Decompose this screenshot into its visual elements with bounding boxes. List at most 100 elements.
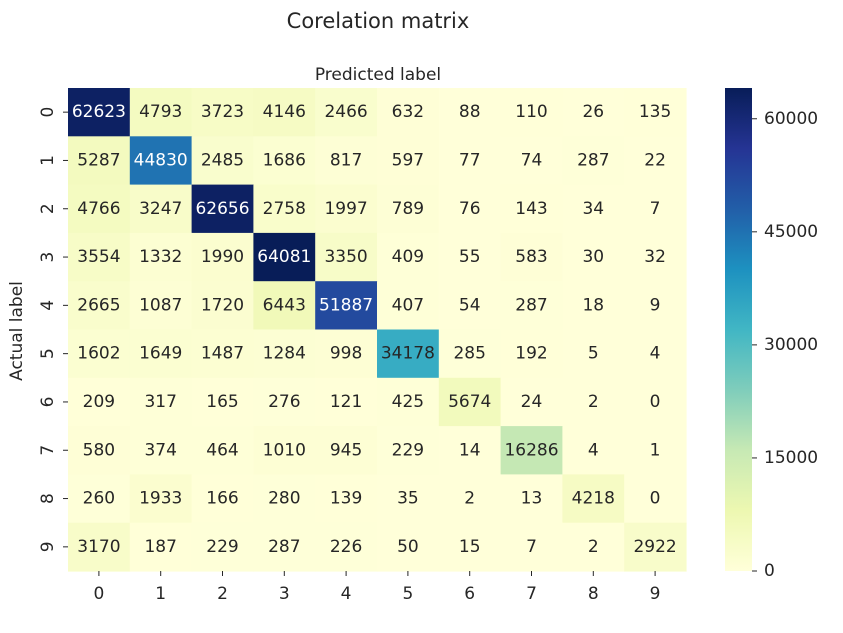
heatmap-cell [562, 474, 625, 524]
heatmap-cell [129, 522, 193, 572]
heatmap-cell [438, 377, 502, 427]
cell-value-label: 1990 [201, 247, 244, 267]
heatmap-cell [438, 88, 502, 137]
heatmap-cell [68, 136, 131, 186]
heatmap-cell [377, 377, 440, 427]
cell-value-label: 287 [268, 537, 300, 557]
heatmap-cell [438, 426, 502, 475]
heatmap-cell [315, 522, 378, 572]
heatmap-cell [129, 329, 193, 379]
cell-value-label: 6443 [263, 295, 306, 315]
y-tick-label: 2 [38, 203, 58, 214]
cell-value-label: 77 [459, 150, 481, 170]
cell-value-label: 407 [392, 295, 424, 315]
cell-value-label: 24 [521, 392, 543, 412]
heatmap-cell [562, 377, 625, 427]
cell-value-label: 35 [397, 489, 419, 509]
heatmap-cell [377, 184, 440, 234]
cell-value-label: 1087 [139, 295, 182, 315]
cell-value-label: 7 [526, 537, 537, 557]
heatmap-cell [438, 184, 502, 234]
heatmap-cell [377, 232, 440, 282]
heatmap-cell [562, 232, 625, 282]
cell-value-label: 64081 [257, 247, 311, 267]
heatmap-cells [68, 88, 687, 572]
colorbar-tick-label: 30000 [764, 335, 818, 355]
cell-value-label: 317 [144, 392, 176, 412]
heatmap-cell [68, 281, 131, 331]
colorbar [725, 88, 752, 571]
cell-value-label: 0 [650, 392, 661, 412]
cell-value-label: 192 [515, 344, 547, 364]
colorbar-tick-label: 0 [764, 561, 775, 581]
heatmap-cell [315, 88, 378, 137]
heatmap-cell [191, 136, 254, 186]
colorbar-tick-label: 60000 [764, 109, 818, 129]
heatmap-cell [129, 136, 193, 186]
x-tick-label: 7 [526, 584, 537, 604]
heatmap-cell [191, 281, 254, 331]
heatmap-cell [624, 281, 687, 331]
cell-value-label: 2922 [633, 537, 676, 557]
cell-value-label: 374 [144, 440, 176, 460]
heatmap-cell [191, 426, 254, 475]
cell-value-label: 209 [83, 392, 115, 412]
heatmap-cell [500, 232, 563, 282]
cell-value-label: 9 [650, 295, 661, 315]
cell-value-label: 3723 [201, 102, 244, 122]
cell-value-label: 817 [330, 150, 362, 170]
colorbar-ticks: 0 15000 30000 45000 60000 [752, 109, 818, 581]
heatmap-cell [500, 281, 563, 331]
x-axis-title: Predicted label [315, 65, 441, 85]
heatmap-cell [191, 377, 254, 427]
heatmap-cell [624, 377, 687, 427]
cell-value-label: 583 [515, 247, 547, 267]
cell-value-label: 425 [392, 392, 424, 412]
heatmap-cell [129, 184, 193, 234]
heatmap-cell [253, 136, 316, 186]
heatmap-cell [191, 232, 254, 282]
heatmap-cell [253, 232, 316, 282]
cell-value-label: 5287 [77, 150, 120, 170]
cell-value-label: 0 [650, 489, 661, 509]
y-tick-label: 8 [38, 493, 58, 504]
cell-value-label: 7 [650, 199, 661, 219]
cell-value-label: 50 [397, 537, 419, 557]
colorbar-tick-label: 15000 [764, 448, 818, 468]
cell-value-label: 34 [582, 199, 604, 219]
cell-value-label: 287 [577, 150, 609, 170]
cell-value-label: 280 [268, 489, 300, 509]
cell-value-label: 1720 [201, 295, 244, 315]
heatmap-cell [68, 377, 131, 427]
heatmap-cell [377, 88, 440, 137]
cell-value-label: 14 [459, 440, 481, 460]
heatmap-cell [500, 426, 563, 475]
heatmap-cell [315, 232, 378, 282]
cell-value-label: 1933 [139, 489, 182, 509]
heatmap-cell [191, 474, 254, 524]
heatmap-cell [129, 426, 193, 475]
x-tick-label: 1 [155, 584, 166, 604]
x-tick-label: 6 [464, 584, 475, 604]
cell-value-label: 2665 [77, 295, 120, 315]
heatmap-cell [129, 474, 193, 524]
cell-value-label: 2485 [201, 150, 244, 170]
heatmap-cell [315, 426, 378, 475]
heatmap-cell [68, 88, 131, 137]
heatmap-cell [562, 88, 625, 137]
heatmap-cell [253, 377, 316, 427]
heatmap-cell [562, 184, 625, 234]
heatmap-cell [624, 426, 687, 475]
cell-value-label: 26 [582, 102, 604, 122]
y-tick-label: 6 [38, 397, 58, 408]
heatmap-cell [500, 184, 563, 234]
heatmap-cell [191, 329, 254, 379]
cell-value-label: 409 [392, 247, 424, 267]
cell-value-label: 1649 [139, 344, 182, 364]
x-tick-label: 0 [93, 584, 104, 604]
cell-value-label: 2 [464, 489, 475, 509]
heatmap-cell [68, 426, 131, 475]
heatmap-cell [68, 522, 131, 572]
cell-value-label: 276 [268, 392, 300, 412]
